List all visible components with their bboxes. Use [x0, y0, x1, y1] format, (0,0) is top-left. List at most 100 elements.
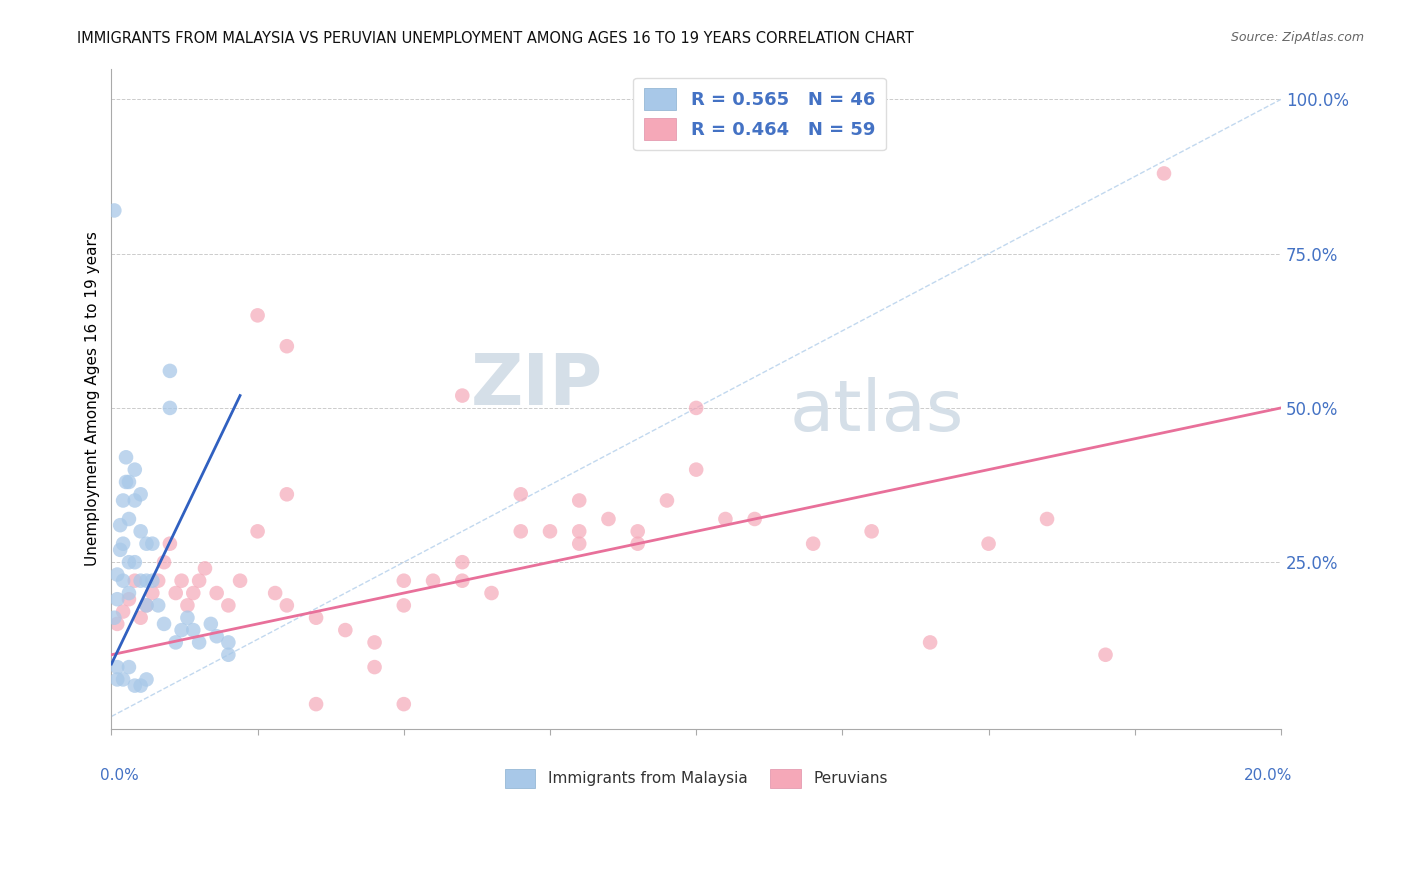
Point [392, 599, 415, 613]
Point [105, 592, 128, 607]
Point [598, 512, 620, 526]
Point [135, 599, 157, 613]
Point [481, 586, 503, 600]
Point [118, 555, 141, 569]
Text: ZIP: ZIP [471, 351, 603, 420]
Point [105, 616, 128, 631]
Point [108, 542, 131, 557]
Point [124, 493, 146, 508]
Point [105, 660, 128, 674]
Point [181, 586, 204, 600]
Point [194, 561, 217, 575]
Point [977, 537, 1000, 551]
Point [655, 493, 678, 508]
Point [685, 401, 707, 415]
Point [451, 574, 474, 588]
Point [246, 309, 269, 323]
Point [205, 629, 228, 643]
Point [165, 586, 187, 600]
Point [115, 475, 138, 489]
Point [860, 524, 883, 539]
Point [1094, 648, 1116, 662]
Point [124, 462, 146, 476]
Point [124, 555, 146, 569]
Point [108, 518, 131, 533]
Point [124, 679, 146, 693]
Point [305, 697, 328, 711]
Point [568, 524, 591, 539]
Point [135, 574, 157, 588]
Point [153, 616, 176, 631]
Point [103, 611, 125, 625]
Point [305, 611, 328, 625]
Text: Source: ZipAtlas.com: Source: ZipAtlas.com [1230, 31, 1364, 45]
Point [159, 401, 181, 415]
Point [1153, 166, 1175, 180]
Point [801, 537, 824, 551]
Point [176, 611, 198, 625]
Point [118, 586, 141, 600]
Point [153, 555, 176, 569]
Point [118, 660, 141, 674]
Point [141, 574, 163, 588]
Point [205, 586, 228, 600]
Point [112, 574, 135, 588]
Point [188, 635, 211, 649]
Point [124, 574, 146, 588]
Point [744, 512, 766, 526]
Point [103, 203, 125, 218]
Point [159, 537, 181, 551]
Point [363, 660, 385, 674]
Legend: Immigrants from Malaysia, Peruvians: Immigrants from Malaysia, Peruvians [499, 763, 894, 794]
Point [141, 537, 163, 551]
Point [217, 599, 239, 613]
Point [129, 574, 152, 588]
Point [141, 586, 163, 600]
Point [568, 537, 591, 551]
Point [129, 524, 152, 539]
Point [217, 648, 239, 662]
Point [200, 616, 222, 631]
Point [264, 586, 287, 600]
Point [276, 599, 298, 613]
Point [129, 487, 152, 501]
Point [188, 574, 211, 588]
Point [165, 635, 187, 649]
Point [920, 635, 942, 649]
Point [363, 635, 385, 649]
Point [118, 592, 141, 607]
Point [538, 524, 561, 539]
Point [148, 574, 170, 588]
Point [392, 697, 415, 711]
Point [105, 567, 128, 582]
Text: atlas: atlas [790, 377, 965, 446]
Point [112, 537, 135, 551]
Text: IMMIGRANTS FROM MALAYSIA VS PERUVIAN UNEMPLOYMENT AMONG AGES 16 TO 19 YEARS CORR: IMMIGRANTS FROM MALAYSIA VS PERUVIAN UNE… [77, 31, 914, 46]
Point [159, 364, 181, 378]
Point [115, 450, 138, 465]
Point [118, 475, 141, 489]
Point [627, 537, 650, 551]
Point [276, 339, 298, 353]
Point [685, 462, 707, 476]
Point [422, 574, 444, 588]
Text: 0.0%: 0.0% [100, 768, 138, 783]
Point [112, 673, 135, 687]
Point [714, 512, 737, 526]
Point [335, 623, 357, 637]
Point [129, 679, 152, 693]
Point [509, 524, 531, 539]
Point [176, 599, 198, 613]
Point [129, 611, 152, 625]
Point [451, 555, 474, 569]
Point [118, 512, 141, 526]
Point [170, 574, 193, 588]
Point [112, 605, 135, 619]
Point [1036, 512, 1059, 526]
Point [135, 537, 157, 551]
Point [568, 493, 591, 508]
Point [276, 487, 298, 501]
Point [181, 623, 204, 637]
Point [135, 599, 157, 613]
Point [229, 574, 252, 588]
